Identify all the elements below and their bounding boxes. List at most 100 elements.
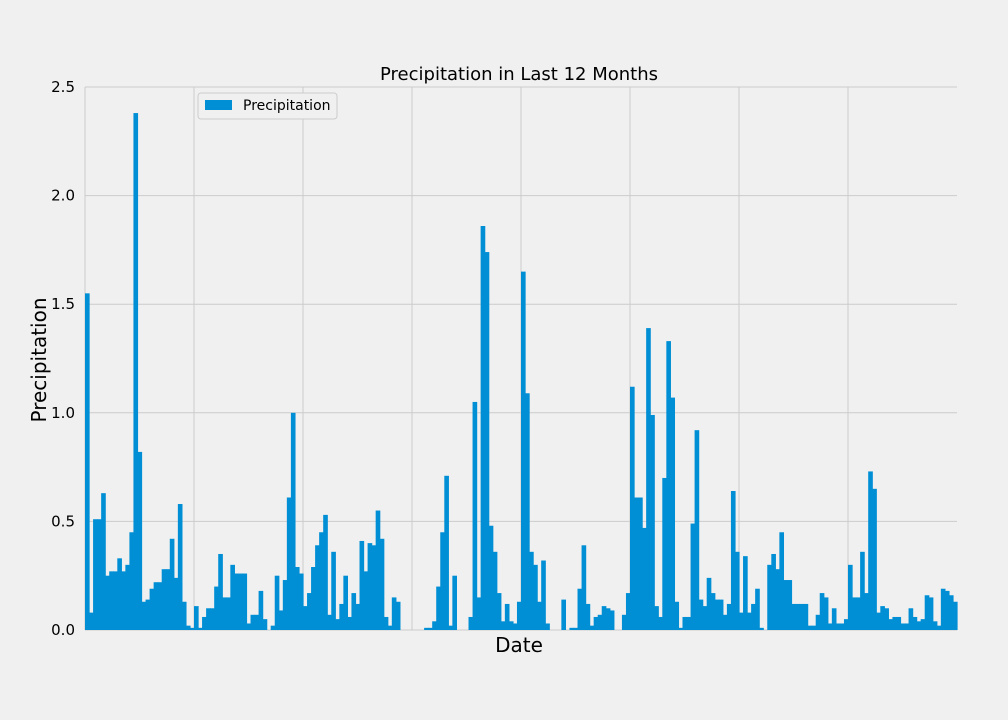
- precipitation-bar: [89, 612, 94, 630]
- precipitation-bar: [355, 603, 361, 630]
- precipitation-bar: [702, 606, 708, 630]
- precipitation-bar: [335, 619, 340, 630]
- precipitation-bar: [666, 341, 671, 630]
- precipitation-bar: [327, 614, 332, 630]
- precipitation-bar: [359, 540, 365, 630]
- precipitation-bar: [541, 560, 546, 630]
- precipitation-bar: [153, 582, 159, 630]
- precipitation-bar: [948, 595, 954, 630]
- precipitation-bar: [952, 601, 958, 630]
- precipitation-bar: [900, 623, 906, 630]
- precipitation-bar: [137, 451, 143, 630]
- precipitation-bar: [533, 564, 538, 630]
- precipitation-bar: [783, 580, 789, 630]
- precipitation-bar: [270, 625, 276, 630]
- precipitation-bar: [488, 525, 494, 630]
- precipitation-bar: [734, 551, 740, 630]
- precipitation-bar: [815, 614, 821, 630]
- precipitation-bar: [476, 597, 482, 630]
- y-tick-label: 1.0: [51, 404, 75, 422]
- precipitation-bar: [597, 614, 603, 630]
- precipitation-bar: [706, 577, 712, 630]
- precipitation-bar: [347, 616, 353, 630]
- precipitation-bar: [694, 430, 700, 630]
- precipitation-bar: [912, 616, 918, 630]
- precipitation-bar: [767, 564, 772, 630]
- precipitation-bar: [307, 593, 312, 630]
- precipitation-bar: [323, 514, 328, 630]
- precipitation-bar: [803, 603, 809, 630]
- precipitation-bar: [791, 603, 797, 630]
- y-tick-label: 2.5: [51, 78, 75, 96]
- precipitation-bar: [436, 586, 441, 630]
- precipitation-bar: [246, 623, 252, 630]
- precipitation-bar: [928, 597, 934, 630]
- precipitation-bar: [932, 621, 938, 630]
- precipitation-bar: [839, 623, 845, 630]
- precipitation-bar: [125, 564, 131, 630]
- precipitation-bar: [149, 588, 155, 630]
- precipitation-bar: [896, 616, 902, 630]
- precipitation-bar: [718, 599, 724, 630]
- precipitation-bar: [811, 625, 817, 630]
- legend-label: Precipitation: [243, 98, 331, 114]
- precipitation-bar: [424, 627, 429, 630]
- precipitation-bar: [185, 625, 191, 630]
- precipitation-bar: [787, 580, 793, 630]
- precipitation-bar: [868, 471, 873, 630]
- precipitation-bar: [508, 621, 514, 630]
- precipitation-bar: [351, 593, 357, 630]
- precipitation-bar: [852, 597, 857, 630]
- precipitation-bar: [888, 619, 894, 630]
- legend-swatch: [205, 100, 232, 110]
- precipitation-bar: [529, 551, 534, 630]
- precipitation-bar: [722, 614, 728, 630]
- precipitation-bar: [331, 551, 336, 630]
- precipitation-bar: [484, 252, 490, 630]
- precipitation-bar: [472, 401, 478, 630]
- precipitation-bar: [391, 597, 397, 630]
- precipitation-bar: [383, 616, 389, 630]
- precipitation-bar: [819, 593, 825, 630]
- precipitation-bar: [432, 621, 437, 630]
- precipitation-bar: [206, 608, 211, 630]
- precipitation-bar: [254, 614, 260, 630]
- precipitation-bar: [157, 582, 163, 630]
- precipitation-bar: [835, 623, 841, 630]
- precipitation-bar: [121, 571, 126, 630]
- precipitation-bar: [133, 113, 139, 630]
- precipitation-bar: [730, 490, 736, 630]
- precipitation-bar: [944, 590, 950, 630]
- precipitation-bar: [856, 597, 861, 630]
- precipitation-bar: [395, 601, 401, 630]
- precipitation-bar: [799, 603, 805, 630]
- precipitation-bar: [545, 623, 550, 630]
- precipitation-bar: [872, 488, 877, 630]
- precipitation-bar: [226, 597, 231, 630]
- precipitation-bar: [864, 593, 869, 630]
- precipitation-bar: [646, 328, 651, 630]
- precipitation-bar: [492, 551, 498, 630]
- precipitation-bar: [504, 603, 510, 630]
- chart-title: Precipitation in Last 12 Months: [380, 64, 658, 85]
- precipitation-bar: [97, 519, 102, 630]
- precipitation-bar: [674, 601, 680, 630]
- y-tick-label: 2.0: [51, 187, 75, 205]
- precipitation-bar: [831, 608, 837, 630]
- precipitation-bar: [807, 625, 813, 630]
- precipitation-bar: [908, 608, 914, 630]
- precipitation-bar: [779, 532, 785, 630]
- precipitation-bar: [892, 616, 898, 630]
- precipitation-bar: [795, 603, 801, 630]
- precipitation-bar: [884, 608, 889, 630]
- precipitation-bar: [621, 614, 627, 630]
- precipitation-bar: [218, 553, 223, 630]
- y-tick-label: 1.5: [51, 295, 75, 313]
- precipitation-bar: [113, 571, 118, 630]
- precipitation-bar: [843, 619, 849, 630]
- precipitation-bar: [145, 599, 151, 630]
- precipitation-bar: [234, 573, 240, 630]
- precipitation-bar: [85, 293, 90, 630]
- precipitation-bar: [747, 612, 752, 630]
